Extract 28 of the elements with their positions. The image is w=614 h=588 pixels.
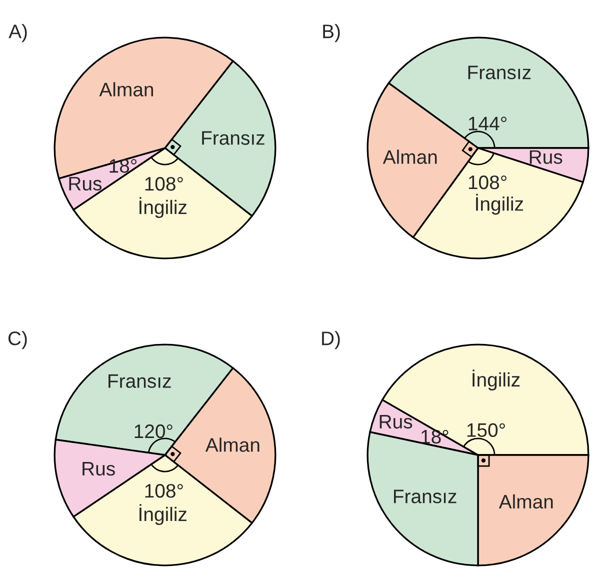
chart-title: C) bbox=[8, 331, 27, 350]
slice-label: Rus bbox=[380, 415, 412, 429]
data-label: 18° bbox=[110, 159, 137, 173]
data-label: 108° bbox=[468, 175, 506, 190]
slice-label: Alman bbox=[99, 82, 154, 96]
slice-label: Rus bbox=[69, 176, 102, 191]
slice-label: Rus bbox=[530, 150, 562, 164]
slice-label: Fransız bbox=[108, 374, 171, 388]
data-label: 120° bbox=[134, 424, 172, 438]
data-label: 108° bbox=[145, 484, 183, 498]
legend-label: Fransız bbox=[202, 131, 264, 145]
data-label: 108° bbox=[145, 176, 183, 191]
legend-label: Alman bbox=[382, 150, 437, 164]
slice-label: İngiliz bbox=[476, 194, 524, 215]
slice-label: Fransız bbox=[468, 66, 531, 80]
chart-title: A) bbox=[8, 24, 27, 42]
chart-title: D) bbox=[322, 331, 340, 350]
legend-label: Alman bbox=[205, 438, 260, 452]
data-label: 18° bbox=[421, 430, 448, 444]
slice-label: Alman bbox=[498, 494, 553, 509]
slice-label: İngiliz bbox=[472, 370, 520, 390]
chart-title: B) bbox=[323, 24, 340, 42]
slice-label: İngiliz bbox=[140, 197, 186, 218]
slice-label: Fransız bbox=[394, 490, 456, 504]
slice-label: Rus bbox=[82, 462, 115, 476]
slice-label: İngiliz bbox=[140, 504, 186, 525]
data-label: 144° bbox=[468, 116, 506, 130]
data-label: 150° bbox=[467, 423, 505, 437]
